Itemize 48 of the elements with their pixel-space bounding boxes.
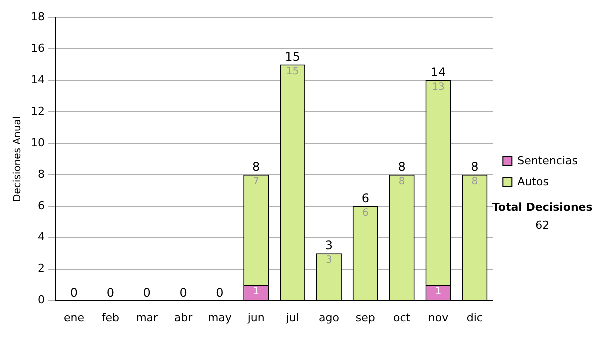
- data-label: 6: [362, 208, 369, 219]
- data-label: 8: [398, 176, 406, 188]
- x-tick-label: jul: [285, 311, 300, 324]
- y-tick-label: 8: [38, 168, 45, 181]
- x-tick-label: oct: [394, 311, 412, 324]
- x-tick-label: ene: [64, 311, 85, 324]
- y-tick-label: 10: [30, 136, 45, 150]
- y-axis-title: Decisiones Anual: [12, 116, 24, 202]
- x-tick-label: dic: [466, 311, 483, 324]
- text: 62: [536, 218, 550, 232]
- x-tick-label: ago: [318, 311, 340, 324]
- y-tick-label: 2: [38, 262, 45, 276]
- y-tick-label: 16: [30, 42, 45, 55]
- total-label: 0: [143, 286, 151, 300]
- data-label: 3: [326, 255, 332, 266]
- total-label: 0: [106, 286, 114, 300]
- data-label: 7: [253, 176, 260, 188]
- x-tick-label: may: [208, 311, 232, 324]
- x-tick-label: abr: [174, 311, 194, 324]
- x-tick-label: sep: [356, 311, 376, 324]
- data-label: 8: [472, 176, 478, 188]
- x-tick-label: jun: [246, 311, 265, 324]
- x-tick-label: mar: [136, 311, 159, 324]
- y-tick-label: 14: [30, 73, 45, 86]
- x-tick-label: nov: [428, 311, 450, 324]
- total-label: 6: [362, 192, 370, 206]
- data-label: 15: [286, 66, 300, 78]
- legend-label: Sentencias: [518, 154, 578, 168]
- total-label: 8: [252, 160, 260, 174]
- x-tick-label: feb: [102, 311, 120, 324]
- data-label: 13: [432, 82, 445, 94]
- y-tick-label: 12: [30, 104, 45, 118]
- total-label: 0: [70, 286, 78, 300]
- total-label: 15: [285, 50, 300, 64]
- total-label: 0: [180, 286, 188, 300]
- total-label: 0: [216, 286, 224, 300]
- total-label: 3: [325, 238, 334, 253]
- y-tick-label: 18: [30, 10, 45, 24]
- y-tick-label: 6: [38, 199, 45, 212]
- total-label: 8: [398, 160, 406, 174]
- total-label: 14: [430, 66, 446, 80]
- y-tick-label: 0: [38, 294, 45, 307]
- legend-label: Autos: [518, 175, 550, 188]
- data-label: 1: [435, 286, 442, 298]
- annotation: Total Decisiones: [492, 200, 594, 214]
- total-label: 8: [471, 160, 479, 174]
- y-tick-label: 4: [38, 230, 45, 244]
- data-label: 1: [253, 286, 260, 298]
